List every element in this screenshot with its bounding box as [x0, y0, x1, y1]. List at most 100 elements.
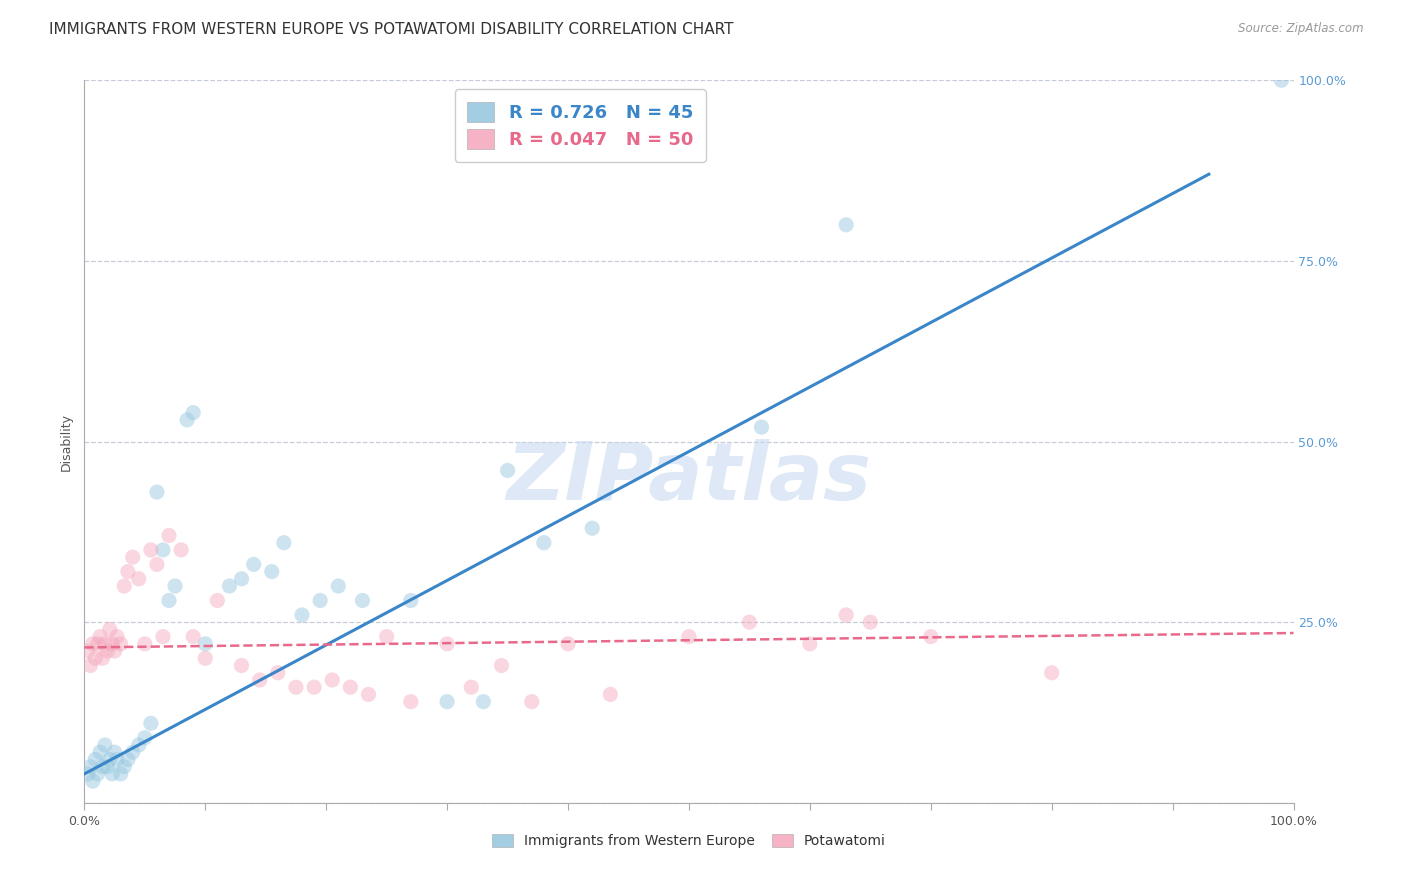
Point: [98, 752, 121, 766]
Text: IMMIGRANTS FROM WESTERN EUROPE VS POTAWATOMI DISABILITY CORRELATION CHART: IMMIGRANTS FROM WESTERN EUROPE VS POTAWA…: [49, 22, 734, 37]
Point: [139, 716, 162, 731]
Point: [104, 745, 127, 759]
Point: [146, 485, 169, 500]
Text: Source: ZipAtlas.com: Source: ZipAtlas.com: [1239, 22, 1364, 36]
Point: [79, 658, 101, 673]
Point: [751, 420, 773, 434]
Point: [291, 607, 314, 622]
Point: [231, 658, 253, 673]
Point: [267, 665, 290, 680]
Point: [309, 593, 332, 607]
Point: [328, 579, 350, 593]
Point: [194, 651, 217, 665]
Point: [101, 767, 124, 781]
Point: [284, 680, 308, 694]
Point: [91, 760, 114, 774]
Point: [920, 630, 942, 644]
Point: [77, 644, 100, 658]
Point: [112, 579, 135, 593]
Point: [496, 463, 519, 477]
Point: [79, 760, 101, 774]
Point: [835, 607, 858, 622]
Point: [460, 680, 482, 694]
Point: [86, 767, 108, 781]
Point: [357, 687, 380, 701]
Point: [520, 695, 543, 709]
Point: [375, 630, 398, 644]
Point: [339, 680, 361, 694]
Point: [1270, 73, 1292, 87]
Point: [121, 550, 143, 565]
Point: [170, 542, 193, 557]
Point: [89, 630, 111, 644]
Point: [859, 615, 882, 630]
Point: [84, 651, 107, 665]
Point: [146, 558, 169, 572]
Point: [134, 637, 156, 651]
Point: [117, 565, 139, 579]
Point: [321, 673, 343, 687]
Point: [96, 760, 118, 774]
Point: [581, 521, 603, 535]
Point: [242, 558, 264, 572]
Point: [260, 565, 283, 579]
Point: [491, 658, 513, 673]
Point: [84, 752, 107, 766]
Point: [194, 637, 217, 651]
Point: [181, 630, 204, 644]
Point: [302, 680, 325, 694]
Point: [128, 738, 150, 752]
Y-axis label: Disability: Disability: [59, 412, 73, 471]
Point: [472, 695, 495, 709]
Point: [1040, 665, 1063, 680]
Point: [128, 572, 150, 586]
Point: [110, 637, 132, 651]
Point: [94, 637, 117, 651]
Point: [94, 738, 117, 752]
Point: [112, 760, 135, 774]
Point: [101, 637, 124, 651]
Point: [231, 572, 253, 586]
Point: [273, 535, 295, 549]
Point: [82, 774, 104, 789]
Point: [207, 593, 229, 607]
Point: [152, 542, 174, 557]
Point: [352, 593, 374, 607]
Point: [77, 767, 100, 781]
Point: [835, 218, 858, 232]
Point: [249, 673, 271, 687]
Point: [104, 644, 127, 658]
Point: [121, 745, 143, 759]
Point: [436, 695, 458, 709]
Point: [98, 623, 121, 637]
Point: [152, 630, 174, 644]
Point: [139, 542, 162, 557]
Point: [82, 637, 104, 651]
Point: [117, 752, 139, 766]
Point: [678, 630, 700, 644]
Point: [176, 413, 198, 427]
Point: [399, 695, 422, 709]
Point: [399, 593, 422, 607]
Point: [218, 579, 240, 593]
Point: [738, 615, 761, 630]
Point: [157, 528, 180, 542]
Point: [91, 651, 114, 665]
Point: [110, 767, 132, 781]
Point: [96, 644, 118, 658]
Point: [557, 637, 579, 651]
Point: [86, 637, 108, 651]
Point: [533, 535, 555, 549]
Point: [436, 637, 458, 651]
Point: [181, 406, 204, 420]
Point: [157, 593, 180, 607]
Point: [599, 687, 621, 701]
Point: [105, 630, 128, 644]
Point: [89, 745, 111, 759]
Point: [134, 731, 156, 745]
Point: [799, 637, 821, 651]
Text: ZIPatlas: ZIPatlas: [506, 439, 872, 516]
Legend: Immigrants from Western Europe, Potawatomi: Immigrants from Western Europe, Potawato…: [486, 829, 891, 854]
Point: [165, 579, 187, 593]
Point: [105, 752, 128, 766]
